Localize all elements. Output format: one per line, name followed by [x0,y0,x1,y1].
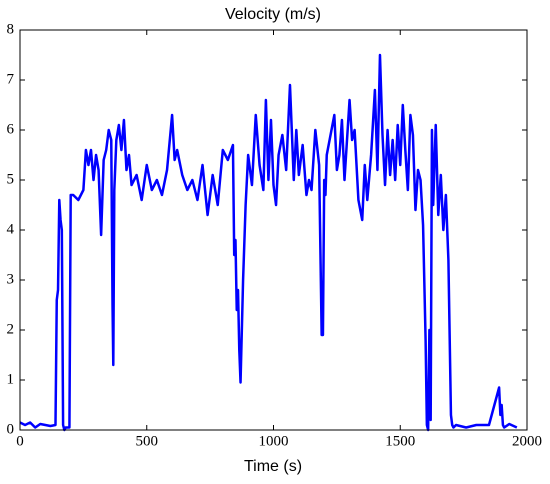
y-tick-label: 7 [7,71,15,87]
velocity-line [19,53,518,432]
x-axis-label: Time (s) [244,458,302,475]
y-tick-label: 3 [7,271,15,287]
y-tick-label: 1 [7,371,15,387]
y-tick-label: 5 [7,171,15,187]
y-tick-label: 4 [7,221,15,237]
y-tick-label: 8 [7,21,15,37]
x-tick-label: 1500 [385,433,415,449]
x-tick-label: 2000 [512,433,542,449]
y-tick-label: 2 [7,321,15,337]
x-tick-label: 0 [16,433,24,449]
chart-title: Velocity (m/s) [225,6,321,23]
x-tick-label: 1000 [259,433,289,449]
x-tick-label: 500 [136,433,159,449]
y-tick-label: 6 [7,121,15,137]
y-tick-label: 0 [7,421,15,437]
